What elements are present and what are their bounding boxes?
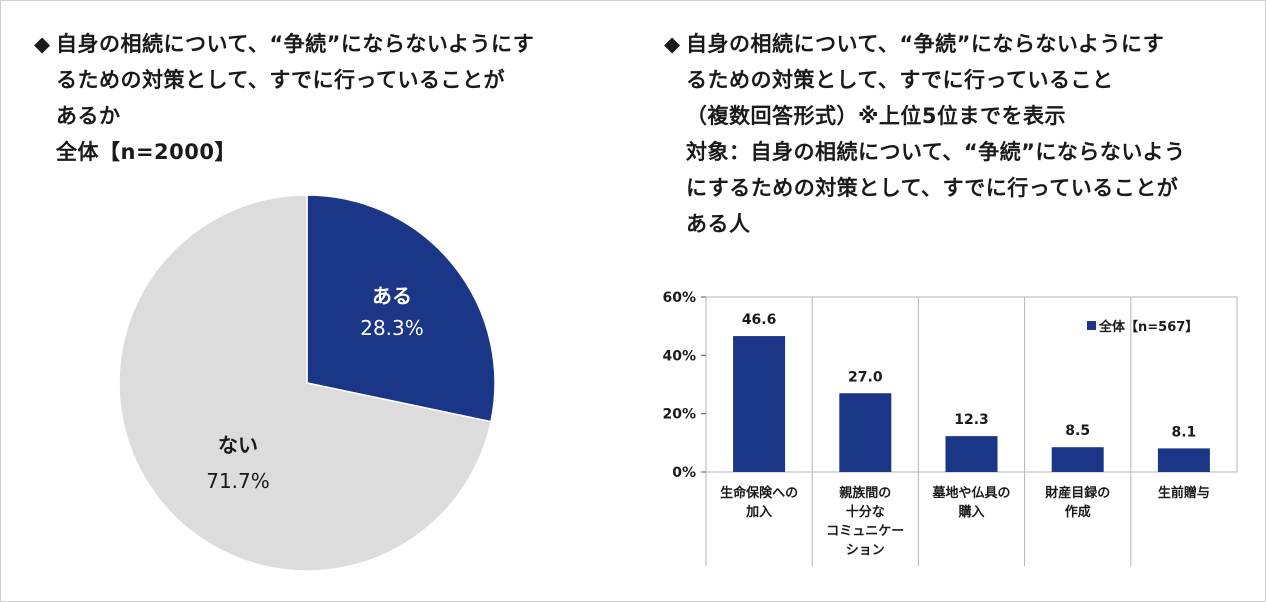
bar-value-label: 12.3 xyxy=(954,412,989,428)
x-category-label: 生前贈与 xyxy=(1158,485,1210,501)
pie-slice-label: ある xyxy=(372,284,412,308)
bar-value-label: 8.1 xyxy=(1171,424,1196,440)
x-category-label: 購入 xyxy=(957,504,984,520)
bar-2 xyxy=(945,436,998,472)
bar-0 xyxy=(733,336,786,472)
x-category-label: 加入 xyxy=(745,505,772,520)
right-heading: ◆ 自身の相続について、“争続”にならないようにす るための対策として、すでに行っ… xyxy=(664,26,1186,242)
x-category-label: 墓地や仏具の xyxy=(931,485,1010,501)
right-target-line-3: ある人 xyxy=(686,212,751,236)
y-tick-label: 40% xyxy=(662,348,696,364)
bar-value-label: 27.0 xyxy=(848,369,883,385)
right-target-line-2: にするための対策として、すでに行っていることが xyxy=(686,176,1179,200)
bar-4 xyxy=(1157,448,1210,472)
right-title-line-1: ◆ 自身の相続について、“争続”にならないようにす xyxy=(664,26,1186,62)
pie-slice-value-label: 71.7% xyxy=(206,469,270,493)
y-tick-label: 0% xyxy=(672,465,696,481)
right-target-line-1: 対象：自身の相続について、“争続”にならないよう xyxy=(686,140,1186,164)
x-category-label: 生命保険への xyxy=(720,485,798,501)
x-category-label: コミュニケー xyxy=(826,524,904,539)
x-category-label: 財産目録の xyxy=(1044,485,1110,501)
y-tick-label: 60% xyxy=(662,290,696,306)
bar-3 xyxy=(1051,447,1104,472)
bar-value-label: 46.6 xyxy=(742,312,777,328)
pie-slice-value-label: 28.3% xyxy=(360,316,424,340)
x-category-label: 親族間の xyxy=(839,485,891,501)
right-title-line-2: るための対策として、すでに行っていること xyxy=(686,68,1114,92)
bar-1 xyxy=(839,393,892,472)
left-base-label: 全体【n=2000】 xyxy=(56,140,236,164)
legend-swatch xyxy=(1087,321,1096,330)
right-title-line-3: （複数回答形式）※上位5位までを表示 xyxy=(686,104,1067,128)
left-title-line-3: あるか xyxy=(56,104,121,128)
diamond-bullet-icon: ◆ xyxy=(34,32,51,56)
x-category-label: 作成 xyxy=(1065,504,1091,520)
pie-slice-1 xyxy=(118,194,492,572)
pie-slice-label: ない xyxy=(218,433,258,457)
pie-slice-0 xyxy=(306,194,496,423)
legend-label: 全体【n=567】 xyxy=(1098,319,1198,335)
left-heading: ◆ 自身の相続について、“争続”にならないようにす るための対策として、すでに行っ… xyxy=(34,26,534,170)
y-tick-label: 20% xyxy=(662,407,696,423)
left-title-line-1: ◆ 自身の相続について、“争続”にならないようにす xyxy=(34,26,534,62)
x-category-label: ション xyxy=(846,543,885,558)
x-category-label: 十分な xyxy=(846,504,885,520)
diamond-bullet-icon: ◆ xyxy=(664,32,681,56)
left-title-line-2: るための対策として、すでに行っていることが xyxy=(56,68,505,92)
bar-value-label: 8.5 xyxy=(1065,423,1090,439)
